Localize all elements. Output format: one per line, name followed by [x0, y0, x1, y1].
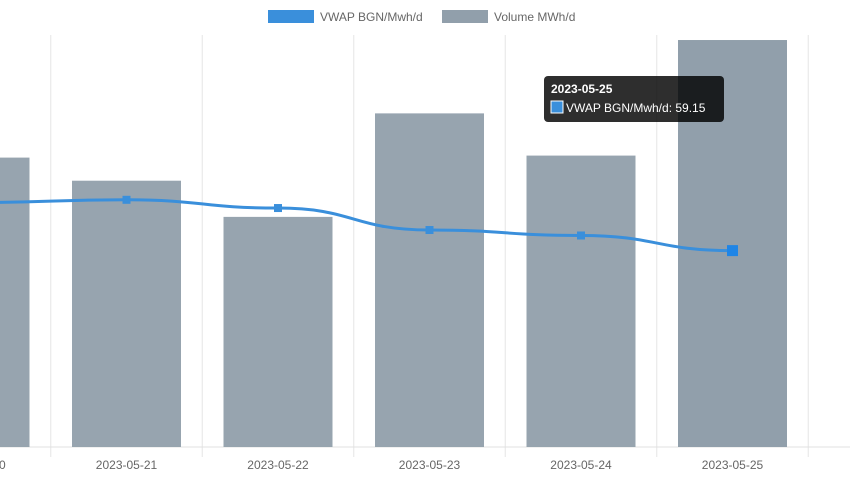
tooltip-title: 2023-05-25	[551, 82, 613, 96]
legend-label-volume: Volume MWh/d	[494, 10, 575, 24]
x-tick-label: 2023-05-25	[702, 458, 764, 472]
tooltip-swatch	[550, 100, 564, 114]
tooltip: 2023-05-25 VWAP BGN/Mwh/d: 59.15	[544, 76, 724, 122]
tooltip-body: VWAP BGN/Mwh/d: 59.15	[566, 101, 706, 115]
volume-bar[interactable]	[0, 157, 30, 447]
vwap-point[interactable]	[425, 226, 434, 235]
legend-item-volume[interactable]: Volume MWh/d	[442, 10, 575, 24]
vwap-point-active[interactable]	[727, 245, 738, 257]
x-tick-label: 2023-05-21	[96, 458, 158, 472]
vwap-point[interactable]	[577, 231, 585, 240]
volume-bar[interactable]	[223, 216, 333, 447]
x-tick-label: 2023-05-23	[399, 458, 461, 472]
volume-bar[interactable]	[375, 113, 484, 447]
legend-label-vwap: VWAP BGN/Mwh/d	[320, 10, 423, 24]
legend-item-vwap[interactable]: VWAP BGN/Mwh/d	[268, 10, 423, 24]
vwap-point[interactable]	[274, 204, 282, 213]
vwap-line-path	[0, 198, 733, 253]
vwap-line	[0, 195, 738, 257]
legend: VWAP BGN/Mwh/d Volume MWh/d	[268, 10, 575, 24]
volume-bar[interactable]	[526, 155, 636, 447]
x-tick-label: 2023-05-20	[0, 458, 6, 472]
vwap-point[interactable]	[122, 195, 131, 204]
x-tick-label: 2023-05-22	[247, 458, 309, 472]
x-axis-ticks: 2023-05-20 2023-05-21 2023-05-22 2023-05-23…	[0, 458, 764, 472]
tooltip-box	[544, 76, 724, 122]
legend-swatch-vwap	[268, 10, 314, 23]
volume-bars	[0, 40, 787, 448]
x-tick-label: 2023-05-24	[550, 458, 612, 472]
legend-swatch-volume	[442, 10, 488, 23]
volume-bar[interactable]	[72, 180, 181, 447]
